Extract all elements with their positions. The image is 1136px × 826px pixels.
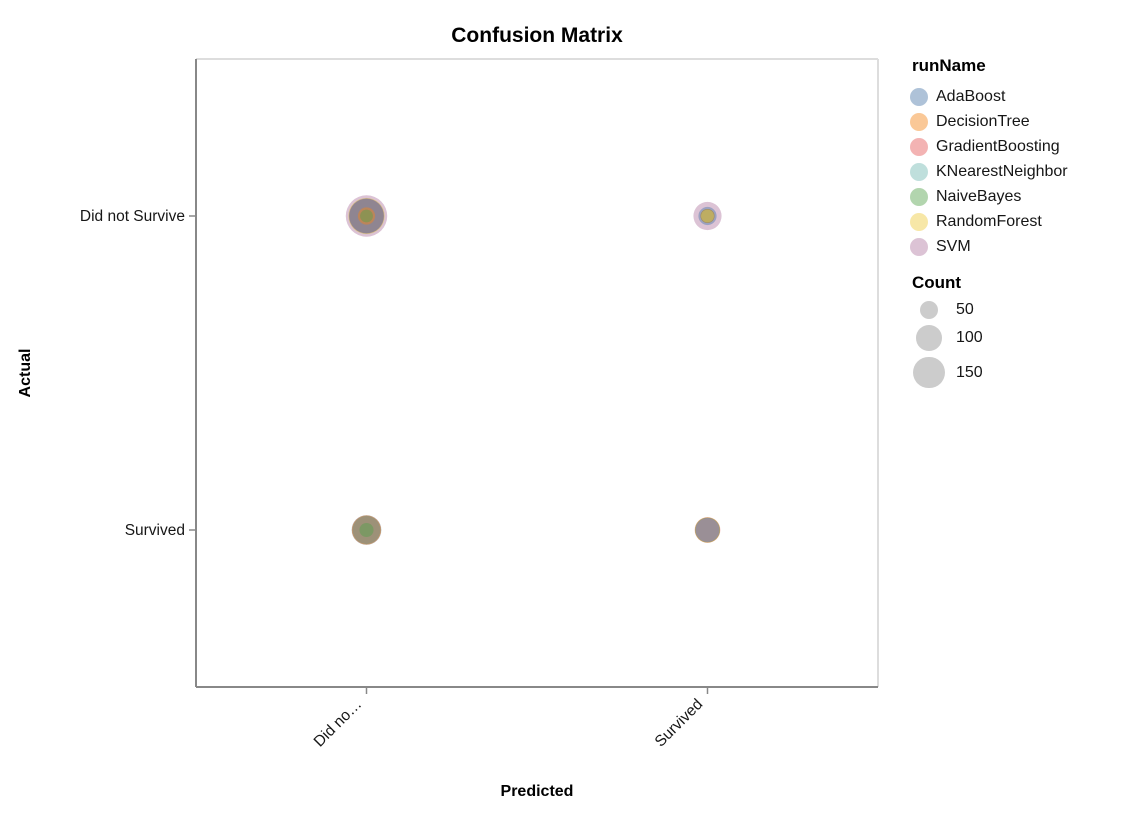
legend-item-SVM: SVM	[910, 234, 1130, 259]
bubble-RandomForest[interactable]	[352, 515, 381, 545]
axes: Did not Survive Survived Did no… Survived	[80, 208, 709, 751]
legend-item-NaiveBayes: NaiveBayes	[910, 184, 1130, 209]
x-axis-title: Predicted	[501, 783, 574, 800]
y-axis-title: Actual	[17, 349, 34, 398]
y-tick-label: Survived	[125, 522, 185, 539]
legend-swatch-icon	[910, 162, 928, 181]
legend-swatch-icon	[910, 212, 928, 231]
bubble-SVM[interactable]	[693, 201, 722, 231]
legend: runName AdaBoost DecisionTree GradientBoos…	[910, 56, 1130, 394]
bubble-KNearestNeighbor[interactable]	[700, 209, 715, 223]
size-symbol-icon	[919, 301, 939, 320]
bubble-GradientBoosting[interactable]	[351, 515, 382, 545]
bubble-GradientBoosting[interactable]	[694, 517, 721, 543]
color-legend-entries: AdaBoost DecisionTree GradientBoosting KNea…	[910, 84, 1130, 259]
legend-swatch-icon	[910, 112, 928, 131]
plot-frame	[195, 58, 879, 688]
size-legend-item: 150	[910, 356, 1130, 389]
bubble-KNearestNeighbor[interactable]	[348, 198, 385, 234]
bubble-SVM[interactable]	[345, 195, 388, 237]
bubble-SVM[interactable]	[351, 515, 382, 545]
size-legend-item: 50	[910, 301, 1130, 320]
confusion-bubbles	[345, 195, 722, 545]
x-tick-label: Did no…	[311, 696, 366, 751]
bubble-KNearestNeighbor[interactable]	[695, 517, 720, 543]
legend-item-KNearestNeighbor: KNearestNeighbor	[910, 159, 1130, 184]
legend-item-RandomForest: RandomForest	[910, 209, 1130, 234]
legend-swatch-icon	[910, 237, 928, 256]
bubble-KNearestNeighbor[interactable]	[351, 515, 382, 545]
legend-swatch-icon	[910, 87, 928, 106]
size-legend-item: 100	[910, 325, 1130, 351]
bubble-GradientBoosting[interactable]	[700, 209, 715, 223]
bubble-AdaBoost[interactable]	[352, 515, 381, 545]
legend-item-AdaBoost: AdaBoost	[910, 84, 1130, 109]
legend-item-label: SVM	[936, 237, 971, 255]
bubble-RandomForest[interactable]	[701, 209, 714, 223]
size-symbol-icon	[913, 356, 945, 389]
y-tick-label: Did not Survive	[80, 208, 185, 225]
confusion-cell[interactable]	[345, 195, 388, 237]
bubble-RandomForest[interactable]	[694, 517, 721, 543]
bubble-NaiveBayes[interactable]	[694, 517, 721, 543]
plot-svg: Did not Survive Survived Did no… Survived A…	[17, 58, 879, 800]
bubble-AdaBoost[interactable]	[695, 517, 720, 543]
bubble-AdaBoost[interactable]	[349, 198, 384, 234]
color-legend-title: runName	[912, 56, 986, 75]
bubble-DecisionTree[interactable]	[352, 515, 381, 545]
size-legend-value: 150	[956, 363, 983, 381]
confusion-cell[interactable]	[351, 515, 382, 545]
size-legend-title: Count	[912, 273, 962, 292]
bubble-SVM[interactable]	[695, 518, 720, 542]
confusion-cell[interactable]	[694, 517, 721, 543]
legend-item-label: GradientBoosting	[936, 137, 1060, 155]
confusion-cell[interactable]	[693, 201, 722, 231]
bubble-AdaBoost[interactable]	[698, 206, 717, 226]
size-legend-value: 50	[956, 301, 974, 319]
legend-item-label: DecisionTree	[936, 112, 1030, 130]
chart-title: Confusion Matrix	[451, 24, 623, 47]
x-tick-label: Survived	[652, 696, 707, 751]
bubble-RandomForest[interactable]	[348, 197, 385, 235]
legend-item-GradientBoosting: GradientBoosting	[910, 134, 1130, 159]
legend-swatch-icon	[910, 137, 928, 156]
legend-item-DecisionTree: DecisionTree	[910, 109, 1130, 134]
bubble-NaiveBayes[interactable]	[360, 209, 373, 223]
legend-item-label: KNearestNeighbor	[936, 162, 1068, 180]
bubble-NaiveBayes[interactable]	[700, 208, 715, 224]
legend-swatch-icon	[910, 187, 928, 206]
legend-item-label: AdaBoost	[936, 87, 1006, 105]
size-legend-value: 100	[956, 329, 983, 347]
size-symbol-icon	[916, 325, 942, 351]
bubble-DecisionTree[interactable]	[700, 208, 715, 224]
bubble-DecisionTree[interactable]	[357, 207, 376, 225]
bubble-NaiveBayes[interactable]	[359, 522, 374, 538]
size-legend-entries: 50 100 150	[910, 301, 1130, 389]
legend-item-label: NaiveBayes	[936, 187, 1022, 205]
bubble-GradientBoosting[interactable]	[349, 198, 384, 234]
legend-item-label: RandomForest	[936, 212, 1042, 230]
bubble-DecisionTree[interactable]	[695, 517, 720, 543]
